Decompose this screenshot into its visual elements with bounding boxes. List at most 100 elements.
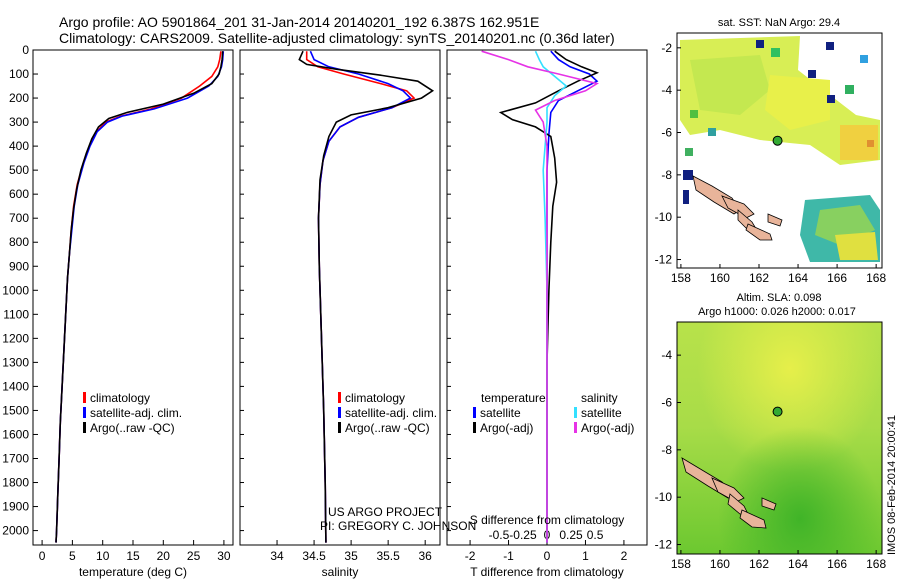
map-y-tick-label: -10	[655, 210, 673, 224]
series-line	[546, 50, 599, 543]
title-line-1: Argo profile: AO 5901864_201 31-Jan-2014…	[59, 14, 539, 30]
sst-cold-cell	[683, 190, 689, 204]
map-x-tick-label: 164	[788, 557, 808, 571]
depth-tick-label: 400	[9, 139, 29, 153]
x-tick-label: -2	[465, 549, 476, 563]
depth-tick-label: 300	[9, 115, 29, 129]
map-y-tick-label: -8	[661, 443, 672, 457]
legend-swatch-s-argo	[574, 422, 577, 433]
sst-cold-cell	[683, 170, 693, 180]
sst-cell	[690, 110, 698, 118]
map-y-tick-label: -4	[661, 83, 672, 97]
sst-cold-cell	[827, 95, 835, 103]
difference-lines	[481, 50, 600, 543]
map-x-tick-label: 160	[710, 271, 730, 285]
map-y-tick-label: -10	[655, 490, 673, 504]
temperature-xlabel: temperature (deg C)	[79, 565, 187, 579]
map-y-tick-label: -2	[661, 41, 672, 55]
series-line	[55, 51, 224, 543]
depth-tick-label: 1600	[2, 427, 29, 441]
sla-low-region	[677, 322, 882, 554]
island-guadalcanal	[745, 223, 773, 241]
legend-label: satellite	[581, 406, 622, 420]
sst-cell	[685, 148, 693, 156]
project-pi: PI: GREGORY C. JOHNSON	[320, 519, 476, 533]
x-tick-label: 5	[69, 549, 76, 563]
map-x-tick-label: 166	[827, 271, 847, 285]
difference-x-axis: -2 -1 0 1 2-0.5 -0.25 0 0.25 0.5	[447, 49, 628, 563]
sla-islands	[681, 457, 777, 529]
depth-tick-label: 1500	[2, 403, 29, 417]
sst-cold-cell	[808, 70, 816, 78]
sla-map-subtitle: Argo h1000: 0.026 h2000: 0.017	[698, 306, 856, 318]
legend-label: climatology	[90, 391, 150, 405]
t-difference-label: T difference from climatology	[470, 565, 624, 579]
legend-header-temperature: temperature	[481, 391, 546, 405]
salinity-xlabel: salinity	[322, 565, 359, 579]
legend-label: Argo(..raw -QC)	[345, 421, 430, 435]
legend-label: Argo(-adj)	[581, 421, 634, 435]
legend-label: satellite	[480, 406, 521, 420]
sst-map-panel: sat. SST: NaN Argo: 29.4	[655, 17, 887, 285]
island-choiseul	[711, 477, 745, 503]
island-guadalcanal	[739, 509, 767, 529]
legend-label: Argo(..raw -QC)	[90, 421, 175, 435]
depth-tick-label: 0	[22, 43, 29, 57]
map-y-tick-label: -8	[661, 168, 672, 182]
imos-credit: IMOS 08-Feb-2014 20:00:41	[886, 415, 898, 555]
sst-cold-cell	[826, 42, 834, 50]
sst-cell	[708, 128, 716, 136]
x-tick-label: 2	[621, 549, 628, 563]
sla-map-panel: Altim. SLA: 0.098 Argo h1000: 0.026 h200…	[655, 292, 887, 571]
map-x-tick-label: 164	[788, 271, 808, 285]
depth-tick-label: 100	[9, 67, 29, 81]
map-y-tick-label: -4	[661, 348, 672, 362]
title-line-2: Climatology: CARS2009. Satellite-adjuste…	[59, 30, 615, 46]
series-line	[481, 50, 600, 543]
argo-float-marker	[772, 406, 783, 417]
depth-tick-label: 1700	[2, 451, 29, 465]
depth-tick-label: 1300	[2, 355, 29, 369]
sst-map-frame	[676, 32, 883, 269]
temperature-axes-box	[32, 49, 234, 546]
depth-tick-label: 1400	[2, 379, 29, 393]
legend-swatch-climatology	[338, 392, 341, 403]
depth-tick-label: 1800	[2, 476, 29, 490]
legend-label: satellite-adj. clim.	[345, 406, 437, 420]
sst-cell	[860, 55, 868, 63]
map-x-tick-label: 168	[866, 557, 886, 571]
sla-map-axes: 158 160 162 164 166 168 -4 -6 -8 -10 -12	[655, 348, 887, 571]
legend-swatch-s-satellite	[574, 407, 577, 418]
depth-tick-label: 200	[9, 91, 29, 105]
legend-label: Argo(-adj)	[480, 421, 533, 435]
sst-cell	[845, 85, 854, 94]
depth-tick-label: 500	[9, 163, 29, 177]
x-tick-label: 0	[39, 549, 46, 563]
x-tick-label: 36	[419, 549, 433, 563]
s-tick-label: -0.25	[509, 528, 537, 542]
depth-tick-label: 1900	[2, 500, 29, 514]
depth-tick-label: 1100	[3, 307, 29, 321]
x-tick-label: 10	[96, 549, 110, 563]
salinity-legend: climatology satellite-adj. clim. Argo(..…	[338, 391, 437, 435]
depth-tick-label: 900	[9, 259, 29, 273]
sst-field-patch	[690, 55, 770, 115]
map-y-tick-label: -6	[661, 126, 672, 140]
depth-tick-label: 600	[9, 187, 29, 201]
sla-map-frame	[676, 321, 883, 555]
depth-tick-label: 700	[9, 211, 29, 225]
project-name: US ARGO PROJECT	[328, 505, 443, 519]
series-line	[534, 50, 568, 543]
sst-cold-cell	[756, 40, 764, 48]
sst-field-patch	[765, 75, 830, 130]
sst-field-patch	[835, 232, 878, 260]
depth-tick-label: 1000	[2, 283, 29, 297]
legend-swatch-t-argo	[473, 422, 476, 433]
legend-swatch-argo	[338, 422, 341, 433]
temperature-legend: climatology satellite-adj. clim. Argo(..…	[83, 391, 182, 435]
temperature-panel: 0100200300400500600700800900100011001200…	[2, 43, 234, 579]
s-difference-label: S difference from climatology	[470, 513, 625, 527]
s-tick-label: 0.25	[559, 528, 583, 542]
series-line	[305, 51, 416, 543]
depth-tick-label: 1200	[2, 331, 29, 345]
